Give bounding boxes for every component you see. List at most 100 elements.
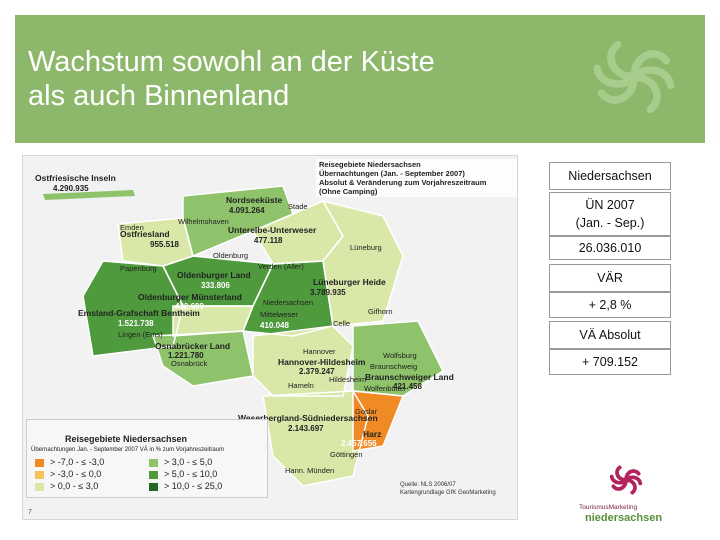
city-label: Hameln (288, 381, 314, 390)
region-value: 4.290.935 (53, 184, 89, 193)
region-label: Unterelbe-Unterweser (228, 225, 317, 235)
legend-row-label: > -3,0 - ≤ 0,0 (50, 469, 102, 479)
stat-var-label-text: VÄR (597, 271, 623, 285)
region-value: 2.379.247 (299, 367, 335, 376)
map-legend: Reisegebiete Niedersachsen Übernachtunge… (26, 419, 268, 498)
region-label: Mittelweser (260, 310, 298, 319)
city-label: Göttingen (330, 450, 363, 459)
region-value: 2.457.656 (341, 439, 377, 448)
city-label: Gifhorn (368, 307, 393, 316)
spiral-logo-icon (593, 40, 675, 114)
region-label: Ostfriesische Inseln (35, 173, 116, 183)
state-label: Niedersachsen (263, 298, 314, 307)
city-label: Lingen (Ems) (118, 330, 163, 339)
city-label: Goslar (355, 407, 378, 416)
city-label: Wolfenbüttel (364, 384, 406, 393)
brand-line-2: niedersachsen (585, 512, 663, 524)
legend-row-label: > 0,0 - ≤ 3,0 (50, 481, 99, 491)
legend-swatch (149, 458, 158, 467)
city-label: Osnabrück (171, 359, 208, 368)
map-header-line-4: (Ohne Camping) (319, 187, 378, 196)
map-source: Quelle: NLS 2006/07 Kartengrundlage GfK … (400, 481, 496, 497)
legend-swatch (35, 482, 44, 491)
city-label: Hannover (303, 347, 336, 356)
region-value: 333.806 (201, 281, 230, 290)
region-label: Ostfriesland (120, 229, 170, 239)
region-label: Harz (363, 429, 382, 439)
legend-row: > 3,0 - ≤ 5,0 (149, 457, 212, 468)
brand-line-1: TourismusMarketing (579, 504, 638, 511)
brand-logo: TourismusMarketing niedersachsen (573, 455, 679, 527)
city-label: Hildesheim (329, 375, 367, 384)
map-header-line-2: Übernachtungen (Jan. - September 2007) (319, 169, 465, 178)
region-value: 477.118 (254, 236, 283, 245)
region-label: Oldenburger Münsterland (138, 292, 242, 302)
map-header: Reisegebiete Niedersachsen Übernachtunge… (316, 159, 517, 197)
legend-row: > 0,0 - ≤ 3,0 (35, 481, 98, 492)
stat-var-value: + 2,8 % (549, 292, 671, 318)
legend-swatch (149, 482, 158, 491)
stat-var-value-text: + 2,8 % (588, 298, 632, 312)
city-label: Wilhelmshaven (178, 217, 229, 226)
city-label: Celle (333, 319, 351, 328)
legend-row: > -7,0 - ≤ -3,0 (35, 457, 104, 468)
region-label: Weserbergland-Südniedersachsen (238, 413, 378, 423)
legend-swatch (35, 470, 44, 479)
legend-row-label: > 3,0 - ≤ 5,0 (164, 457, 213, 467)
legend-row-label: > -7,0 - ≤ -3,0 (50, 457, 105, 467)
city-label: Hann. Münden (285, 466, 335, 475)
title-line-1: Wachstum sowohl an der Küste (28, 46, 435, 78)
stat-un-label-line-2: (Jan. - Sep.) (575, 216, 645, 230)
region-value: 1.521.738 (118, 319, 154, 328)
region-value: 2.143.697 (288, 424, 324, 433)
legend-row: > 10,0 - ≤ 25,0 (149, 481, 222, 492)
stat-va-abs-value-text: + 709.152 (582, 355, 638, 369)
stat-va-abs-label: VÄ Absolut (549, 321, 671, 349)
legend-title: Reisegebiete Niedersachsen (65, 434, 188, 444)
city-label: Emden (120, 223, 144, 232)
stat-un-value: 26.036.010 (549, 236, 671, 260)
slide-title: Wachstum sowohl an der Küste als auch Bi… (28, 45, 548, 113)
region-label: Lüneburger Heide (313, 277, 386, 287)
city-label: Papenburg (120, 264, 157, 273)
map-header-line-1: Reisegebiete Niedersachsen (319, 160, 421, 169)
region-value: 432.699 (175, 302, 204, 311)
title-band: Wachstum sowohl an der Küste als auch Bi… (15, 15, 705, 143)
map-header-line-3: Absolut & Veränderung zum Vorjahreszeitr… (319, 178, 487, 187)
source-line-1: Quelle: NLS 2006/07 (400, 482, 456, 488)
city-label: Oldenburg (213, 251, 249, 260)
stat-un-label: ÜN 2007 (Jan. - Sep.) (549, 192, 671, 236)
city-label: Lüneburg (350, 243, 382, 252)
region-label: Osnabrücker Land (155, 341, 231, 351)
region-map: Reisegebiete Niedersachsen Übernachtunge… (22, 155, 518, 520)
legend-row-label: > 5,0 - ≤ 10,0 (164, 469, 218, 479)
city-label: Braunschweig (370, 362, 418, 371)
stat-un-label-line-1: ÜN 2007 (585, 198, 635, 212)
region-label: Emsland-Grafschaft Bentheim (78, 308, 200, 318)
legend-swatch (149, 470, 158, 479)
region-label: Nordseeküste (226, 195, 283, 205)
city-label: Stade (288, 202, 308, 211)
region-value: 421.458 (393, 382, 422, 391)
city-label: Wolfsburg (383, 351, 417, 360)
page-number: 7 (28, 509, 32, 516)
legend-row: > 5,0 - ≤ 10,0 (149, 469, 217, 480)
legend-swatch (35, 458, 44, 467)
legend-row: > -3,0 - ≤ 0,0 (35, 469, 101, 480)
region-label: Oldenburger Land (177, 270, 251, 280)
stat-region-label: Niedersachsen (568, 169, 652, 183)
stat-va-abs-label-text: VÄ Absolut (579, 328, 641, 342)
legend-row-label: > 10,0 - ≤ 25,0 (164, 481, 223, 491)
region-value: 4.091.264 (229, 206, 265, 215)
stat-un-value-text: 26.036.010 (578, 241, 642, 255)
region-label: Hannover-Hildesheim (278, 357, 366, 367)
region-value: 410.048 (260, 321, 289, 330)
region-value: 3.789.935 (310, 288, 346, 297)
region-label: Braunschweiger Land (365, 372, 454, 382)
stat-region: Niedersachsen (549, 162, 671, 190)
region-value: 955.518 (150, 240, 179, 249)
spiral-brand-icon (609, 465, 643, 495)
stat-va-abs-value: + 709.152 (549, 349, 671, 375)
stat-var-label: VÄR (549, 264, 671, 292)
